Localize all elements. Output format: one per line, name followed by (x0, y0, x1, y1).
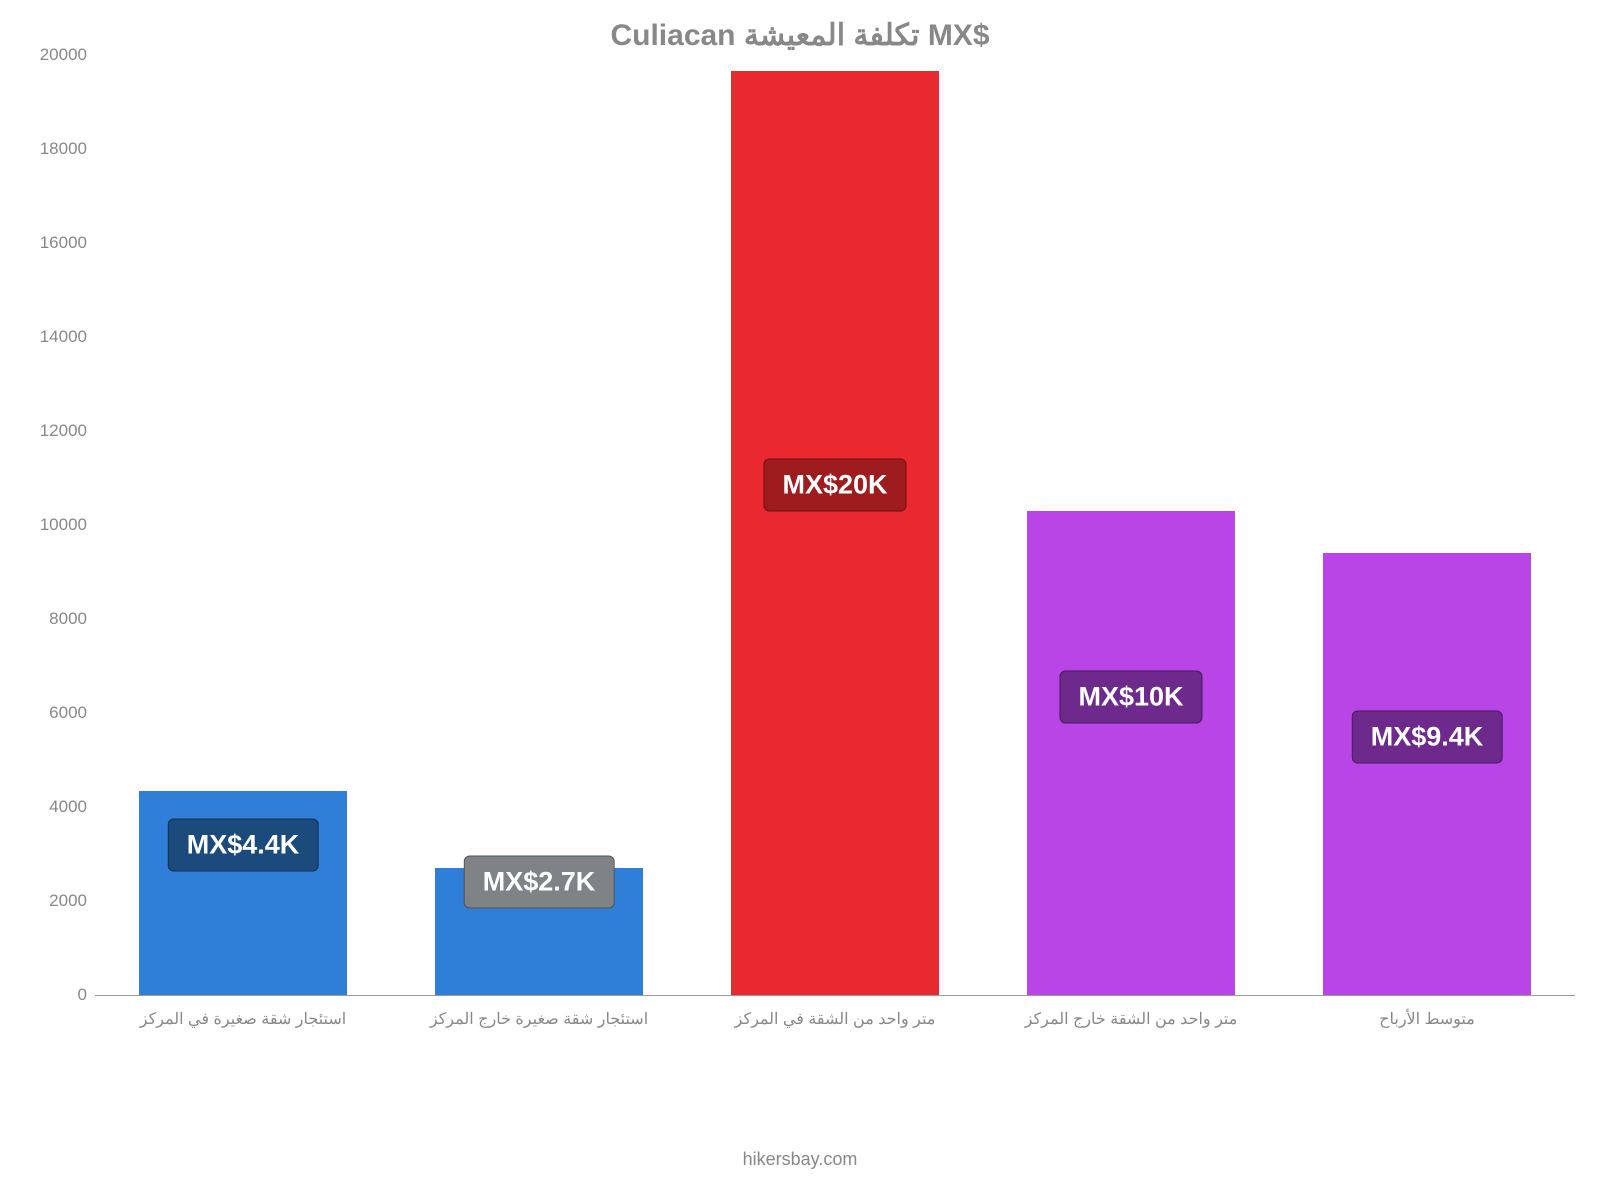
x-tick-label: استئجار شقة صغيرة في المركز (140, 1009, 346, 1029)
bar-value-label: MX$9.4K (1352, 710, 1503, 763)
y-tick-label: 8000 (49, 609, 87, 629)
y-tick-label: 14000 (40, 327, 87, 347)
chart-container: Culiacan تكلفة المعيشة MX$ 0200040006000… (0, 0, 1600, 1200)
bar (1323, 553, 1530, 995)
bar-value-label: MX$10K (1059, 670, 1202, 723)
x-tick-label: متر واحد من الشقة خارج المركز (1025, 1009, 1238, 1029)
x-tick-label: متر واحد من الشقة في المركز (735, 1009, 936, 1029)
chart-title: Culiacan تكلفة المعيشة MX$ (0, 0, 1600, 53)
y-tick-label: 12000 (40, 421, 87, 441)
bar-value-label: MX$4.4K (168, 818, 319, 871)
x-tick-label: متوسط الأرباح (1379, 1009, 1475, 1029)
bar (1027, 511, 1234, 995)
y-tick-label: 18000 (40, 139, 87, 159)
y-tick-label: 4000 (49, 797, 87, 817)
y-tick-label: 20000 (40, 45, 87, 65)
plot-area: 0200040006000800010000120001400016000180… (95, 55, 1575, 996)
y-tick-label: 0 (78, 985, 87, 1005)
x-tick-label: استئجار شقة صغيرة خارج المركز (430, 1009, 648, 1029)
bar (731, 71, 938, 995)
bar-value-label: MX$20K (763, 459, 906, 512)
bar-value-label: MX$2.7K (464, 856, 615, 909)
y-tick-label: 16000 (40, 233, 87, 253)
y-tick-label: 2000 (49, 891, 87, 911)
y-tick-label: 10000 (40, 515, 87, 535)
chart-footer: hikersbay.com (0, 1149, 1600, 1170)
y-tick-label: 6000 (49, 703, 87, 723)
